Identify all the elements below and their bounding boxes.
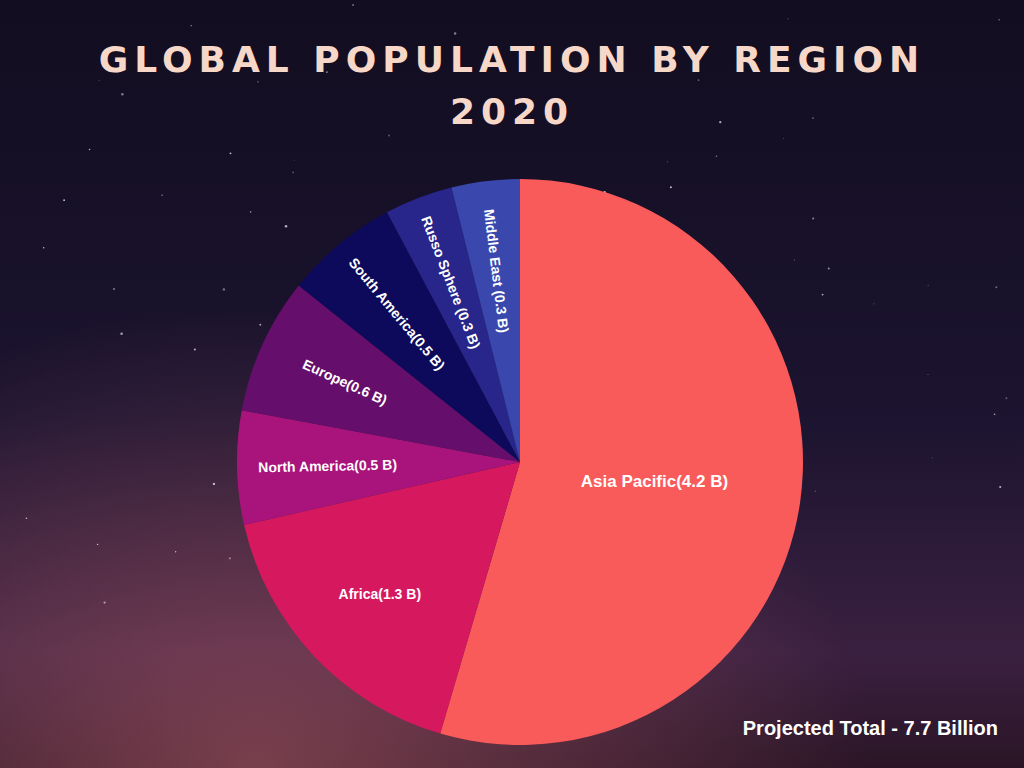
star [121, 93, 124, 96]
star [120, 332, 123, 335]
star [388, 134, 390, 136]
title-line: GLOBAL POPULATION BY REGION [99, 39, 925, 80]
star [175, 551, 176, 552]
star [931, 457, 933, 459]
star [1005, 397, 1007, 399]
star [26, 517, 28, 519]
star [927, 374, 929, 376]
star [815, 491, 816, 492]
horizon-glow [0, 0, 1024, 768]
star [812, 117, 814, 119]
star [927, 284, 929, 286]
star [812, 218, 814, 220]
star [998, 19, 1000, 21]
data-label: Asia Pacific(4.2 B) [581, 472, 728, 491]
star [793, 259, 795, 261]
data-label: Middle East (0.3 B) [481, 208, 512, 333]
star [113, 288, 115, 290]
star [191, 25, 192, 26]
data-labels: Asia Pacific(4.2 B) Africa(1.3 B) North Am… [258, 208, 728, 602]
star [822, 294, 824, 296]
star [89, 149, 91, 151]
star [257, 81, 259, 83]
star [99, 80, 100, 81]
star [994, 413, 996, 415]
chart: GLOBAL POPULATION BY REGION 2020 Asia Paci… [0, 0, 1024, 768]
star [873, 303, 874, 304]
star [103, 601, 105, 603]
star [213, 483, 215, 485]
star [670, 186, 672, 188]
data-label: Europe(0.6 B) [300, 356, 389, 408]
star [995, 286, 997, 288]
annotation: Projected Total - 7.7 Billion [743, 717, 998, 739]
star [292, 172, 294, 174]
star [293, 159, 295, 161]
star [454, 32, 456, 34]
data-label: North America(0.5 B) [258, 457, 397, 476]
star [223, 288, 225, 290]
star [194, 349, 196, 351]
data-label: South America(0.5 B) [346, 255, 448, 374]
star [63, 199, 65, 201]
star [285, 225, 287, 227]
star [999, 486, 1001, 488]
star [716, 155, 717, 156]
star [229, 557, 231, 559]
star [828, 268, 830, 270]
pie [237, 179, 803, 745]
star [783, 138, 784, 139]
star [259, 324, 261, 326]
star [250, 211, 252, 213]
star [230, 152, 232, 154]
title-line: 2020 [450, 91, 574, 132]
title: GLOBAL POPULATION BY REGION 2020 [99, 39, 925, 132]
star [43, 247, 45, 249]
title-group: GLOBAL POPULATION BY REGION 2020 [99, 39, 925, 132]
star [719, 121, 721, 123]
background [0, 0, 1024, 768]
star [97, 544, 98, 545]
star [787, 18, 788, 19]
star [161, 195, 162, 196]
data-label: Africa(1.3 B) [339, 586, 421, 602]
star [667, 161, 668, 162]
star [352, 4, 354, 6]
data-label: Russo Sphere (0.3 B) [418, 214, 483, 351]
